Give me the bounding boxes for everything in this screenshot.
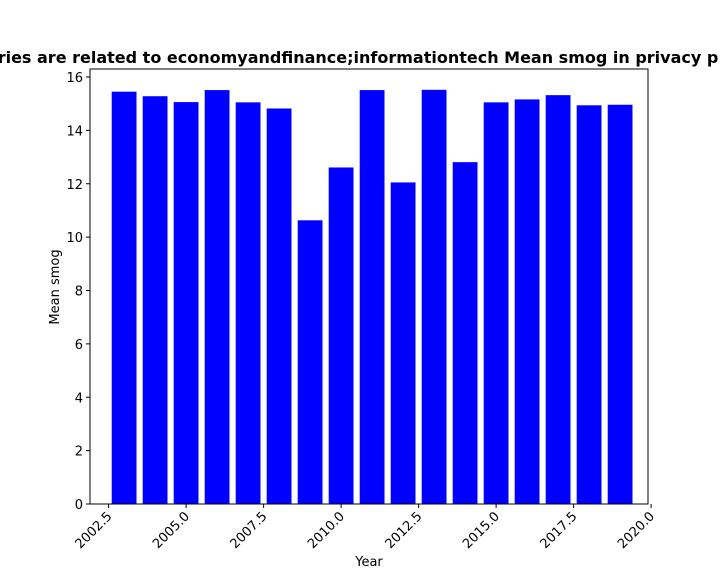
bar-2017: [545, 95, 571, 504]
bar-2012: [390, 182, 416, 505]
y-tick-label: 16: [66, 71, 83, 86]
x-tick-label: 2005.0: [150, 509, 193, 552]
x-tick-label: 2015.0: [460, 509, 503, 552]
bar-2005: [173, 102, 199, 504]
bar-2003: [111, 91, 137, 504]
x-tick-label: 2010.0: [305, 509, 348, 552]
y-tick-label: 12: [66, 178, 83, 193]
axes-group: [89, 68, 649, 505]
bar-2007: [235, 102, 261, 505]
bar-2014: [452, 162, 478, 504]
y-ticks: 0 2 4 6 8 10 12 14 16: [66, 71, 90, 513]
bar-2011: [359, 90, 385, 504]
y-tick-label: 6: [75, 338, 83, 353]
y-axis-label: Mean smog: [48, 249, 63, 324]
y-tick-label: 14: [66, 124, 83, 139]
y-tick-label: 2: [75, 445, 83, 460]
bar-2015: [483, 102, 509, 505]
y-tick-label: 10: [66, 231, 83, 246]
bar-2008: [266, 108, 292, 504]
x-axis-label: Year: [354, 555, 383, 570]
plot-frame: [89, 68, 649, 505]
x-tick-label: 2012.5: [383, 509, 426, 552]
x-ticks: 2002.5 2005.0 2007.5 2010.0 2012.5 2015.0 2017…: [73, 504, 658, 552]
y-tick-label: 0: [75, 498, 83, 513]
bar-2019: [607, 104, 633, 504]
bar-2009: [297, 220, 323, 504]
chart-title: ries are related to economyandfinance;in…: [0, 48, 718, 67]
y-tick-label: 8: [75, 285, 83, 300]
y-tick-label: 4: [75, 391, 83, 406]
x-tick-label: 2002.5: [73, 509, 116, 552]
bar-2016: [514, 99, 540, 504]
bar-2004: [142, 96, 168, 504]
bars-group: [111, 89, 633, 505]
bar-2018: [576, 105, 602, 504]
x-tick-label: 2020.0: [615, 509, 658, 552]
x-tick-label: 2007.5: [228, 509, 271, 552]
bar-2010: [328, 167, 354, 504]
x-tick-label: 2017.5: [538, 509, 581, 552]
bar-2013: [421, 89, 447, 504]
bar-2006: [204, 90, 230, 504]
